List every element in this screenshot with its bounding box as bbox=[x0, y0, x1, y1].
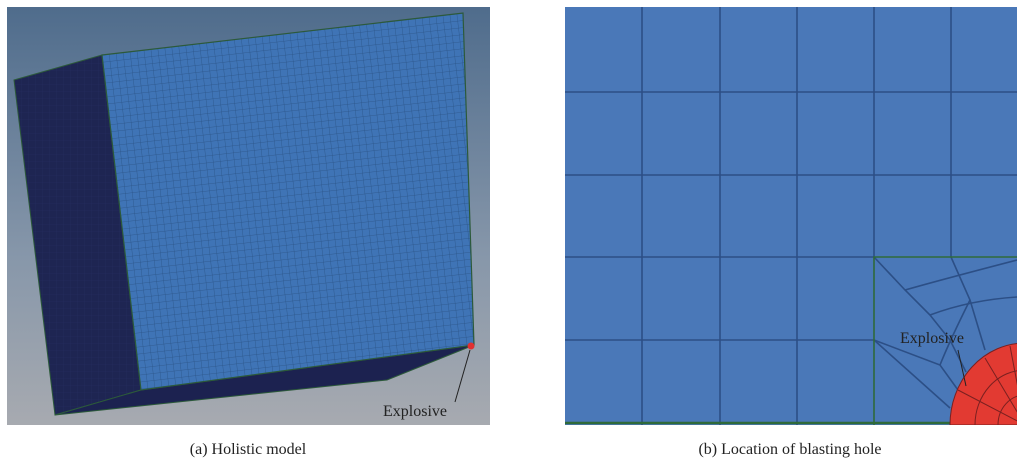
explosive-label: Explosive bbox=[900, 330, 964, 347]
explosive-label: Explosive bbox=[383, 403, 447, 420]
explosive-marker bbox=[468, 343, 475, 350]
panel-b: Explosive bbox=[565, 7, 1017, 425]
panel-caption: (b) Location of blasting hole bbox=[698, 441, 881, 458]
viewport-background bbox=[565, 7, 1017, 425]
panel-a: Explosive bbox=[7, 7, 490, 425]
figure: Explosive Explosive (a) bbox=[0, 0, 1017, 461]
cube-front-face bbox=[102, 13, 474, 390]
panel-caption: (a) Holistic model bbox=[190, 441, 307, 458]
